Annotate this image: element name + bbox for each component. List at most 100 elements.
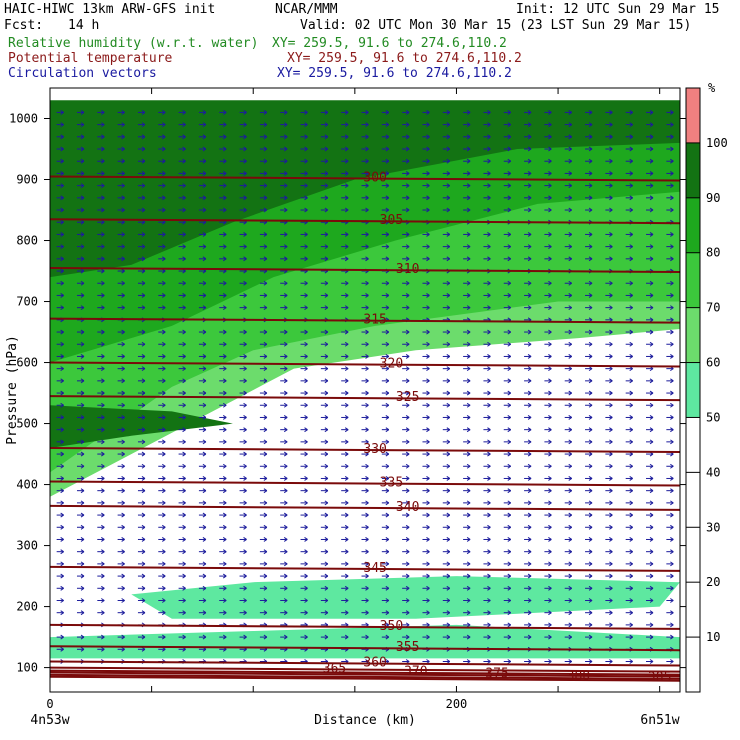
vector-head <box>588 207 593 213</box>
vector-head <box>60 573 64 579</box>
vector-head <box>121 122 125 128</box>
vector-head <box>588 280 593 286</box>
vector-head <box>365 561 369 567</box>
vector-head <box>487 512 491 518</box>
vector-head <box>222 378 227 384</box>
vector-head <box>101 268 105 274</box>
vector-head <box>649 427 654 433</box>
vector-head <box>446 207 451 213</box>
vector-head <box>649 183 654 189</box>
vector-head <box>670 476 674 481</box>
vector-head <box>222 476 227 481</box>
vector-head <box>243 537 247 542</box>
vector-head <box>568 427 573 433</box>
x-end-label-left: 4n53w <box>30 713 69 728</box>
theta-contour-315 <box>49 317 681 324</box>
colorbar-label: 90 <box>706 191 720 205</box>
vector-head <box>283 207 288 213</box>
vector-head <box>527 463 532 469</box>
vector-head <box>426 109 430 115</box>
vector-head <box>548 549 552 555</box>
vector-head <box>466 122 471 128</box>
vector-head <box>629 488 633 494</box>
vector-head <box>548 439 552 445</box>
vector-head <box>629 415 633 420</box>
vector-head <box>101 634 105 640</box>
vector-head <box>588 585 593 591</box>
vector-head <box>344 109 349 115</box>
vector-head <box>283 244 288 250</box>
vector-head <box>60 378 64 384</box>
colorbar-segment <box>686 417 700 473</box>
vector-head <box>568 232 573 237</box>
vector-head <box>588 195 593 201</box>
x-tick-label: 200 <box>446 697 468 711</box>
vector-head <box>385 598 390 603</box>
vector-head <box>141 354 146 359</box>
vector-head <box>466 195 471 201</box>
vector-head <box>80 598 85 603</box>
vector-head <box>670 244 674 250</box>
vector-head <box>324 244 329 250</box>
vector-head <box>80 109 85 115</box>
vector-head <box>60 366 64 372</box>
vector-head <box>426 451 430 457</box>
vector-head <box>670 305 674 311</box>
vector-head <box>548 280 552 286</box>
vector-head <box>101 293 105 298</box>
vector-head <box>426 610 430 616</box>
vector-head <box>222 195 227 201</box>
vector-head <box>649 170 654 176</box>
vector-head <box>588 183 593 189</box>
vector-head <box>344 256 349 262</box>
vector-head <box>222 390 227 396</box>
vector-head <box>263 305 268 311</box>
vector-head <box>263 183 268 189</box>
vector-head <box>141 170 146 176</box>
vector-head <box>182 610 186 616</box>
vector-head <box>609 610 613 616</box>
vector-head <box>507 500 512 506</box>
vector-head <box>649 390 654 396</box>
vector-head <box>670 232 674 237</box>
vector-head <box>161 170 166 176</box>
vector-head <box>101 598 105 603</box>
vector-head <box>263 463 268 469</box>
vector-head <box>507 244 512 250</box>
vector-head <box>263 512 268 518</box>
vector-head <box>365 183 369 189</box>
vector-head <box>365 500 369 506</box>
vector-head <box>263 573 268 579</box>
vector-head <box>344 524 349 530</box>
init-time: Init: 12 UTC Sun 29 Mar 15 <box>516 2 720 17</box>
vector-head <box>426 537 430 542</box>
vector-head <box>405 305 410 311</box>
vector-head <box>466 439 471 445</box>
vector-head <box>324 488 329 494</box>
vector-head <box>161 463 166 469</box>
vector-head <box>283 549 288 555</box>
vector-head <box>629 244 633 250</box>
theta-label-355: 355 <box>396 640 419 655</box>
vector-head <box>507 439 512 445</box>
vector-head <box>527 341 532 347</box>
vector-head <box>527 232 532 237</box>
vector-head <box>202 427 207 433</box>
vector-head <box>385 402 390 408</box>
theta-contour-310 <box>49 267 681 273</box>
vector-head <box>243 244 247 250</box>
vector-head <box>324 109 329 115</box>
vector-head <box>385 293 390 298</box>
vector-head <box>365 366 369 372</box>
vector-head <box>609 122 613 128</box>
vector-head <box>426 390 430 396</box>
vector-head <box>466 366 471 372</box>
vector-head <box>588 427 593 433</box>
vector-head <box>609 585 613 591</box>
vector-head <box>588 537 593 542</box>
vector-head <box>507 476 512 481</box>
vector-head <box>385 207 390 213</box>
vector-head <box>507 549 512 555</box>
vector-head <box>609 158 613 164</box>
theta-contour-360 <box>49 660 681 667</box>
